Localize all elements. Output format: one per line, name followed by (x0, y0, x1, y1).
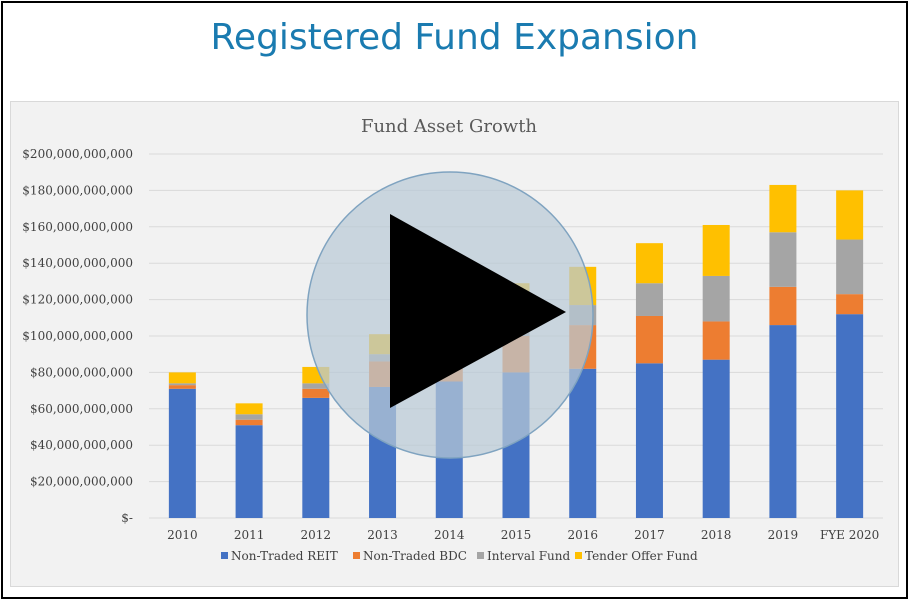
y-tick-label: $- (121, 511, 133, 525)
y-tick-label: $60,000,000,000 (30, 402, 133, 416)
y-tick-label: $140,000,000,000 (22, 256, 133, 270)
legend-swatch (575, 552, 582, 559)
y-tick-label: $100,000,000,000 (22, 329, 133, 343)
y-axis-tick-labels: $- $20,000,000,000 $40,000,000,000 $60,000,… (22, 147, 133, 525)
bar-segment (702, 275, 730, 322)
chart-title: Fund Asset Growth (361, 116, 537, 137)
bar-segment (702, 321, 730, 360)
bar-segment (769, 184, 797, 233)
bar-segment (635, 363, 663, 518)
x-axis-tick-labels: 2010 2011 2012 2013 2014 2015 2016 2017 2018 2019… (167, 528, 879, 542)
bar-segment (635, 283, 663, 316)
x-tick-label: 2017 (634, 528, 665, 542)
y-tick-label: $200,000,000,000 (22, 147, 133, 161)
bar-segment (302, 383, 330, 389)
legend-label: Non-Traded REIT (231, 549, 338, 563)
y-tick-label: $180,000,000,000 (22, 183, 133, 197)
bar-segment (235, 419, 263, 426)
x-tick-label: 2016 (567, 528, 598, 542)
bar-segment (302, 388, 330, 398)
bar-segment (168, 385, 196, 389)
x-tick-label: 2018 (701, 528, 732, 542)
bar-segment (302, 397, 330, 518)
bar-segment (635, 315, 663, 364)
bar-segment (235, 403, 263, 415)
bar-segment (769, 286, 797, 326)
x-tick-label: 2011 (234, 528, 265, 542)
play-icon (390, 214, 566, 408)
y-tick-label: $20,000,000,000 (30, 475, 133, 489)
x-tick-label: 2012 (301, 528, 332, 542)
bar-segment (168, 383, 196, 386)
legend-swatch (477, 552, 484, 559)
play-button[interactable] (306, 171, 594, 459)
x-tick-label: 2013 (367, 528, 398, 542)
y-tick-label: $120,000,000,000 (22, 293, 133, 307)
bar-segment (168, 372, 196, 384)
x-tick-label: 2015 (501, 528, 532, 542)
slide-title: Registered Fund Expansion (210, 17, 699, 58)
legend-label: Non-Traded BDC (363, 549, 467, 563)
y-tick-label: $80,000,000,000 (30, 365, 133, 379)
bar-segment (235, 414, 263, 420)
bar-segment (836, 294, 864, 315)
bar-segment (635, 243, 663, 284)
legend-label: Interval Fund (487, 549, 570, 563)
bar-segment (702, 359, 730, 518)
bar-segment (769, 325, 797, 518)
bar-segment (702, 224, 730, 276)
bar-segment (168, 388, 196, 518)
x-tick-label: 2010 (167, 528, 198, 542)
x-tick-label: 2014 (434, 528, 465, 542)
x-tick-label: FYE 2020 (820, 528, 879, 542)
legend: Non-Traded REIT Non-Traded BDC Interval Fu… (221, 549, 698, 563)
bar-segment (836, 314, 864, 518)
legend-swatch (353, 552, 360, 559)
bar-segment (836, 190, 864, 240)
bar-segment (235, 425, 263, 518)
y-tick-label: $40,000,000,000 (30, 438, 133, 452)
bar-segment (836, 239, 864, 295)
bar-segment (569, 368, 597, 518)
legend-swatch (221, 552, 228, 559)
x-tick-label: 2019 (768, 528, 799, 542)
legend-label: Tender Offer Fund (585, 549, 698, 563)
bar-segment (769, 232, 797, 287)
y-tick-label: $160,000,000,000 (22, 220, 133, 234)
